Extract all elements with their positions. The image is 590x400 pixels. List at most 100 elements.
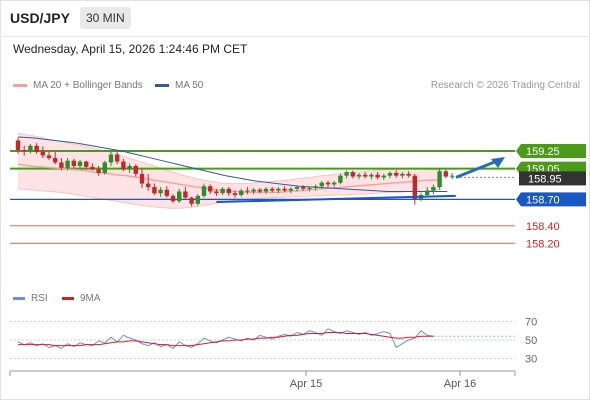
candle-body	[152, 187, 157, 194]
price-levels	[10, 150, 515, 244]
candle-body	[177, 191, 182, 202]
legend-rsi: RSI	[13, 293, 48, 304]
level-label-158.70: 158.70	[526, 194, 560, 206]
candle-body	[133, 165, 138, 174]
candle-body	[400, 173, 405, 176]
candle-body	[65, 160, 70, 168]
rsi-ma-line	[18, 332, 434, 347]
rsi-ma-swatch	[62, 297, 74, 300]
candle-body	[53, 158, 58, 163]
header-bar: USD/JPY 30 MIN	[0, 0, 588, 37]
candle-body	[270, 188, 275, 191]
ma50-swatch	[155, 84, 169, 87]
candle-body	[412, 175, 417, 200]
candle-body	[127, 165, 132, 170]
projection-arrow-head	[491, 157, 505, 169]
candle-body	[449, 175, 455, 177]
candle-body	[90, 166, 95, 170]
candle-body	[356, 174, 362, 177]
candle-body	[332, 182, 337, 185]
level-tag-159.25	[516, 144, 586, 159]
candle-body	[288, 188, 293, 191]
time-tick-label: Apr 16	[444, 378, 476, 390]
candle-body	[425, 190, 430, 195]
last-price-label: 158.95	[528, 173, 562, 185]
candle-body	[59, 162, 64, 168]
candle-body	[369, 174, 374, 177]
candle-body	[34, 145, 39, 152]
bollinger-band-fill	[18, 133, 442, 209]
candle-body	[294, 187, 300, 189]
candle-body	[102, 162, 107, 174]
rsi-tick-30: 30	[525, 354, 537, 366]
candle-body	[251, 189, 256, 192]
trend-overlay	[216, 157, 505, 204]
candle-body	[338, 175, 343, 183]
candle-body	[257, 189, 262, 192]
candle-body	[15, 140, 21, 151]
candle-body	[344, 172, 349, 176]
rsi-ma-label: 9MA	[80, 293, 101, 304]
candle-body	[437, 171, 442, 188]
rsi-swatch	[13, 297, 25, 300]
candle-body	[214, 191, 219, 194]
legend-ma50: MA 50	[155, 80, 203, 91]
ma50-label: MA 50	[175, 80, 204, 91]
candle-body	[394, 173, 399, 176]
candle-body	[84, 161, 89, 167]
candle-body	[319, 182, 324, 187]
candle-body	[263, 188, 269, 192]
time-axis: Apr 15 Apr 16	[9, 370, 516, 390]
level-label-158.20: 158.20	[526, 238, 560, 250]
support-trendline	[216, 194, 456, 204]
candle-body	[96, 169, 101, 174]
candle-body	[431, 187, 436, 191]
candle-body	[443, 171, 448, 177]
candle-body	[189, 197, 194, 204]
candle-body	[146, 183, 151, 188]
candle-body	[158, 189, 163, 194]
candle-body	[115, 154, 120, 162]
candle-body	[108, 154, 114, 163]
candle-body	[387, 173, 393, 176]
level-label-159.25: 159.25	[526, 146, 560, 158]
candle-body	[282, 188, 287, 191]
time-tick-label: Apr 15	[290, 378, 322, 390]
candle-body	[301, 187, 306, 189]
candle-body	[350, 172, 355, 177]
candle-body	[220, 188, 225, 194]
candle-body	[22, 150, 27, 152]
candle-body	[313, 186, 318, 188]
level-tag-158.70	[516, 192, 586, 207]
candle-body	[232, 193, 238, 195]
ma20-swatch	[13, 84, 27, 87]
candle-body	[170, 195, 176, 202]
candle-body	[121, 161, 126, 170]
candle-body	[201, 186, 207, 196]
symbol-title: USD/JPY	[10, 10, 70, 26]
candle-body	[363, 174, 368, 177]
candle-body	[245, 190, 250, 192]
candle-body	[239, 190, 244, 195]
candle-body	[226, 188, 231, 194]
datetime-label: Wednesday, April 15, 2026 1:24:46 PM CET	[13, 42, 248, 56]
bollinger-upper-line	[17, 132, 442, 185]
candle-body	[381, 175, 386, 178]
rsi-tick-50: 50	[525, 335, 537, 347]
rsi-panel: 70 50 30	[10, 316, 537, 366]
last-price-tag	[519, 171, 586, 186]
ma20-label: MA 20 + Bollinger Bands	[33, 80, 143, 91]
candle-body	[375, 174, 380, 178]
rsi-tick-70: 70	[525, 316, 537, 328]
ma50-line	[17, 136, 448, 192]
candle-body	[276, 188, 281, 191]
credit-label: Research © 2026 Trading Central	[430, 80, 580, 91]
timeframe-badge[interactable]: 30 MIN	[80, 7, 131, 29]
candle-body	[40, 151, 45, 156]
candle-body	[307, 187, 312, 189]
candle-body	[139, 173, 145, 184]
candle-body	[164, 189, 169, 196]
candle-body	[77, 161, 83, 166]
